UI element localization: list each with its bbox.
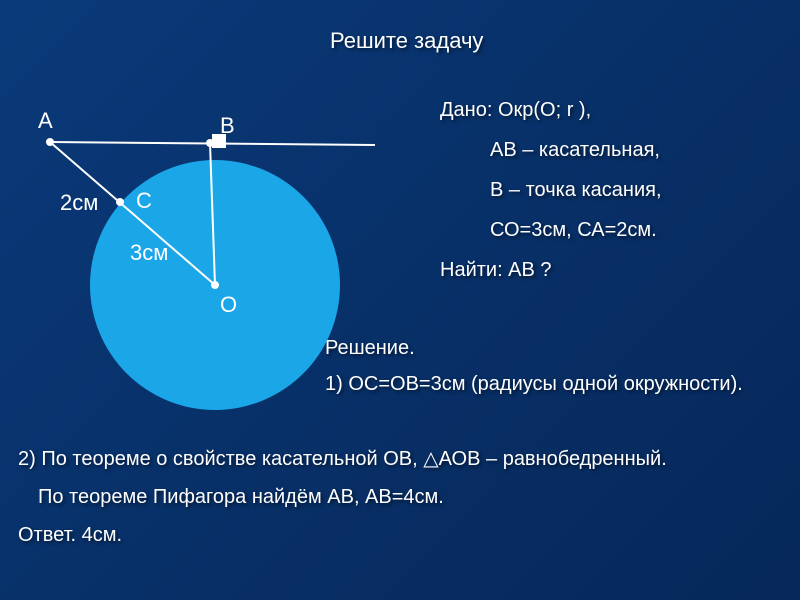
label-C: С — [136, 188, 152, 213]
label-B: В — [220, 113, 235, 138]
diagram-svg: А В С О 2см 3см — [20, 100, 380, 440]
solution-heading: Решение. — [325, 330, 743, 366]
slide-title: Решите задачу — [330, 28, 483, 54]
solution-step2: 2) По теореме о свойстве касательной ОВ,… — [18, 440, 667, 478]
solution-step3: По теореме Пифагора найдём АВ, АВ=4см. — [38, 478, 667, 516]
triangle-icon: △ — [423, 448, 438, 470]
label-O: О — [220, 292, 237, 317]
point-O — [211, 281, 219, 289]
given-line1: Дано: Окр(О; r ), — [440, 90, 662, 130]
given-block: Дано: Окр(О; r ), АВ – касательная, В – … — [440, 90, 662, 290]
label-3cm: 3см — [130, 240, 168, 265]
solution-step2a: 2) По теореме о свойстве касательной ОВ, — [18, 448, 423, 470]
point-B — [206, 139, 214, 147]
point-C — [116, 198, 124, 206]
solution-bottom-block: 2) По теореме о свойстве касательной ОВ,… — [18, 440, 667, 554]
given-line3: В – точка касания, — [490, 170, 662, 210]
solution-step2b: АОВ – равнобедренный. — [439, 448, 667, 470]
given-line5: Найти: АВ ? — [440, 250, 662, 290]
point-A — [46, 138, 54, 146]
given-line4: СО=3см, СА=2см. — [490, 210, 662, 250]
solution-right-block: Решение. 1) ОС=ОВ=3см (радиусы одной окр… — [325, 330, 743, 402]
solution-step1: 1) ОС=ОВ=3см (радиусы одной окружности). — [325, 366, 743, 402]
label-A: А — [38, 108, 53, 133]
solution-answer: Ответ. 4см. — [18, 516, 667, 554]
geometry-diagram: А В С О 2см 3см — [20, 100, 380, 440]
given-line2: АВ – касательная, — [490, 130, 662, 170]
label-2cm: 2см — [60, 190, 98, 215]
